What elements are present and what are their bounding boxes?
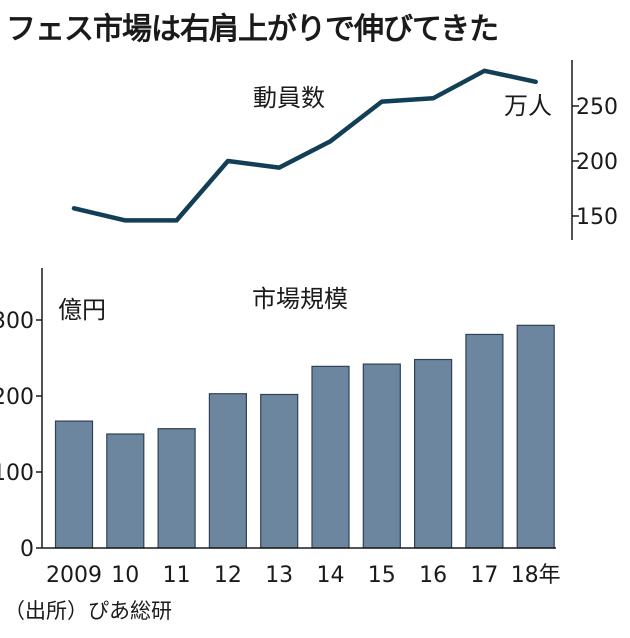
bar-y-tick-label: 0 <box>20 537 34 562</box>
bar-y-tick-label: 100 <box>0 461 34 486</box>
x-category-label: 11 <box>163 563 191 588</box>
line-y-tick-label: 150 <box>576 205 618 230</box>
x-category-label: 10 <box>111 563 139 588</box>
x-category-label: 18年 <box>511 563 561 588</box>
x-category-label: 12 <box>214 563 242 588</box>
x-category-label: 2009 <box>46 563 102 588</box>
source-note: （出所）ぴあ総研 <box>4 599 172 623</box>
x-category-label: 17 <box>470 563 498 588</box>
bar-chart-unit: 億円 <box>58 296 106 324</box>
page-title: フェス市場は右肩上がりで伸びてきた <box>6 12 499 47</box>
x-category-label: 13 <box>265 563 293 588</box>
bar <box>362 363 401 549</box>
bar <box>260 393 299 549</box>
x-category-label: 14 <box>317 563 345 588</box>
bar <box>54 420 94 549</box>
x-category-label: 15 <box>368 563 396 588</box>
line-y-tick-label: 250 <box>576 95 618 120</box>
bar <box>157 428 196 549</box>
bar-y-tick-label: 300 <box>0 309 34 334</box>
attendance-line-chart: 150 200 250 動員数 万人 <box>71 60 618 240</box>
bar <box>106 433 145 549</box>
attendance-series-line <box>71 68 538 223</box>
bar <box>414 358 453 549</box>
line-chart-title: 動員数 <box>253 84 325 112</box>
bar <box>465 333 504 549</box>
bar <box>311 365 350 549</box>
x-category-label: 16 <box>419 563 447 588</box>
line-y-tick-label: 200 <box>576 150 618 175</box>
bar-chart-title: 市場規模 <box>252 285 348 313</box>
bar <box>516 324 555 549</box>
bar <box>208 393 247 549</box>
line-chart-unit: 万人 <box>504 92 552 120</box>
bar-y-tick-label: 200 <box>0 385 34 410</box>
